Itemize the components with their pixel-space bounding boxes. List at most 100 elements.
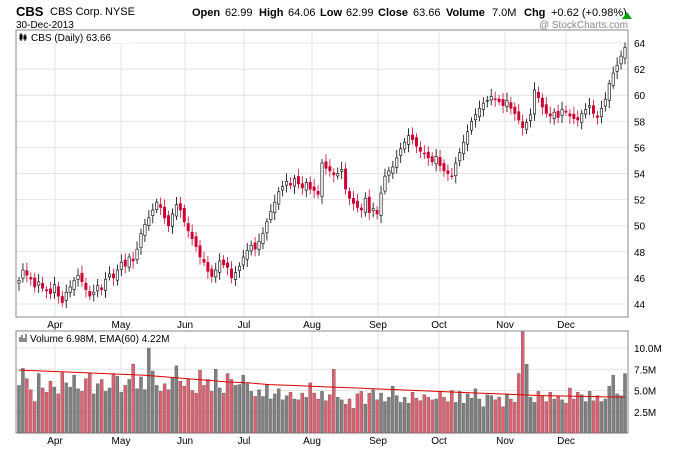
month-label: May: [112, 320, 131, 331]
candle: [84, 278, 88, 298]
candle: [72, 277, 76, 297]
volume-bar: [367, 392, 371, 434]
ohlc-quote: Open 62.99 High 64.06 Low 62.99 Close 63…: [192, 7, 627, 19]
candle: [414, 133, 418, 154]
candle: [21, 263, 25, 283]
chg-label: Chg: [524, 7, 545, 19]
volume-bar: [343, 403, 348, 434]
volume-bar: [249, 391, 253, 434]
volume-bar: [402, 397, 407, 434]
volume-bar: [245, 383, 249, 434]
volume-bar: [88, 373, 92, 434]
candle: [367, 189, 371, 220]
candle: [127, 253, 131, 272]
candle: [241, 249, 245, 270]
volume-bar: [218, 387, 222, 434]
volume-bar: [25, 378, 29, 434]
volume-bar: [99, 379, 104, 434]
candle: [395, 150, 399, 174]
candle: [525, 118, 529, 135]
candle: [163, 199, 167, 224]
price-y-tick-label: 62: [634, 65, 646, 76]
volume-bar: [237, 384, 242, 434]
volume-bar: [253, 396, 257, 434]
candle: [289, 177, 292, 190]
volume-bar: [198, 369, 202, 434]
candle: [281, 180, 285, 197]
candle: [375, 206, 379, 220]
candle: [623, 42, 627, 65]
candle: [560, 101, 564, 123]
volume-bar: [347, 398, 352, 434]
volume-bar: [166, 389, 171, 434]
volume-bar: [524, 363, 529, 434]
volume-bar: [72, 375, 76, 434]
volume-bar: [548, 392, 552, 434]
candle: [29, 272, 33, 286]
candle: [312, 179, 316, 199]
volume-bar: [320, 391, 324, 434]
candle: [599, 100, 603, 124]
candle: [108, 266, 111, 281]
candle: [336, 167, 340, 180]
volume-bar: [540, 395, 545, 434]
candle: [100, 284, 104, 296]
volume-bar: [80, 391, 84, 434]
volume-bar: [151, 370, 155, 434]
candle: [556, 104, 560, 124]
volume-bar: [56, 393, 61, 434]
volume-bar: [174, 365, 179, 434]
volume-bar: [324, 400, 328, 434]
price-y-tick-label: 52: [634, 196, 646, 207]
volume-bar: [277, 388, 281, 434]
candle: [517, 104, 521, 125]
volume-bar: [536, 391, 541, 434]
volume-bar: [190, 390, 194, 434]
low-label: Low: [320, 7, 342, 19]
candle: [285, 173, 289, 193]
volume-bar: [489, 395, 493, 434]
month-label: Oct: [431, 320, 447, 331]
volume-bar: [336, 397, 340, 434]
candle: [131, 251, 135, 269]
price-y-ticks: 44 46 48 50 52 54 56 58 60 62 64: [634, 39, 646, 311]
volume-bar: [139, 376, 143, 434]
candle: [237, 262, 241, 278]
volume-y-tick-label: 5.0M: [634, 387, 656, 398]
candle: [584, 103, 588, 119]
candle: [218, 253, 222, 280]
month-label: Dec: [557, 320, 575, 331]
volume-y-tick-label: 7.5M: [634, 365, 656, 376]
volume-bar: [194, 392, 198, 434]
candle: [277, 187, 281, 210]
volume-bar: [517, 373, 521, 434]
price-y-tick-label: 44: [634, 300, 646, 311]
candle: [505, 92, 509, 113]
candle: [17, 277, 21, 291]
volume-bar: [410, 392, 415, 434]
candle: [521, 114, 525, 136]
volume-bar: [406, 403, 411, 434]
volume-bar: [339, 399, 344, 434]
chg-value: +0.62 (+0.98%): [551, 7, 627, 19]
volume-bar: [257, 389, 261, 434]
candle: [324, 154, 328, 175]
volume-bar: [560, 399, 564, 434]
candle: [119, 254, 123, 277]
candle: [434, 149, 438, 172]
candle: [37, 274, 41, 293]
volume-bar: [481, 406, 486, 434]
volume-bar: [595, 395, 600, 434]
month-label: Nov: [496, 436, 514, 447]
candle: [501, 93, 505, 114]
volume-bar: [387, 397, 391, 434]
volume-bar: [127, 379, 131, 434]
candle: [292, 174, 296, 194]
volume-bar: [284, 395, 289, 434]
volume-bar: [521, 331, 525, 434]
volume-bar: [332, 369, 336, 434]
volume-bar: [580, 394, 584, 434]
month-label: Jul: [238, 320, 251, 331]
candle: [533, 82, 536, 121]
volume-bar: [296, 399, 301, 434]
